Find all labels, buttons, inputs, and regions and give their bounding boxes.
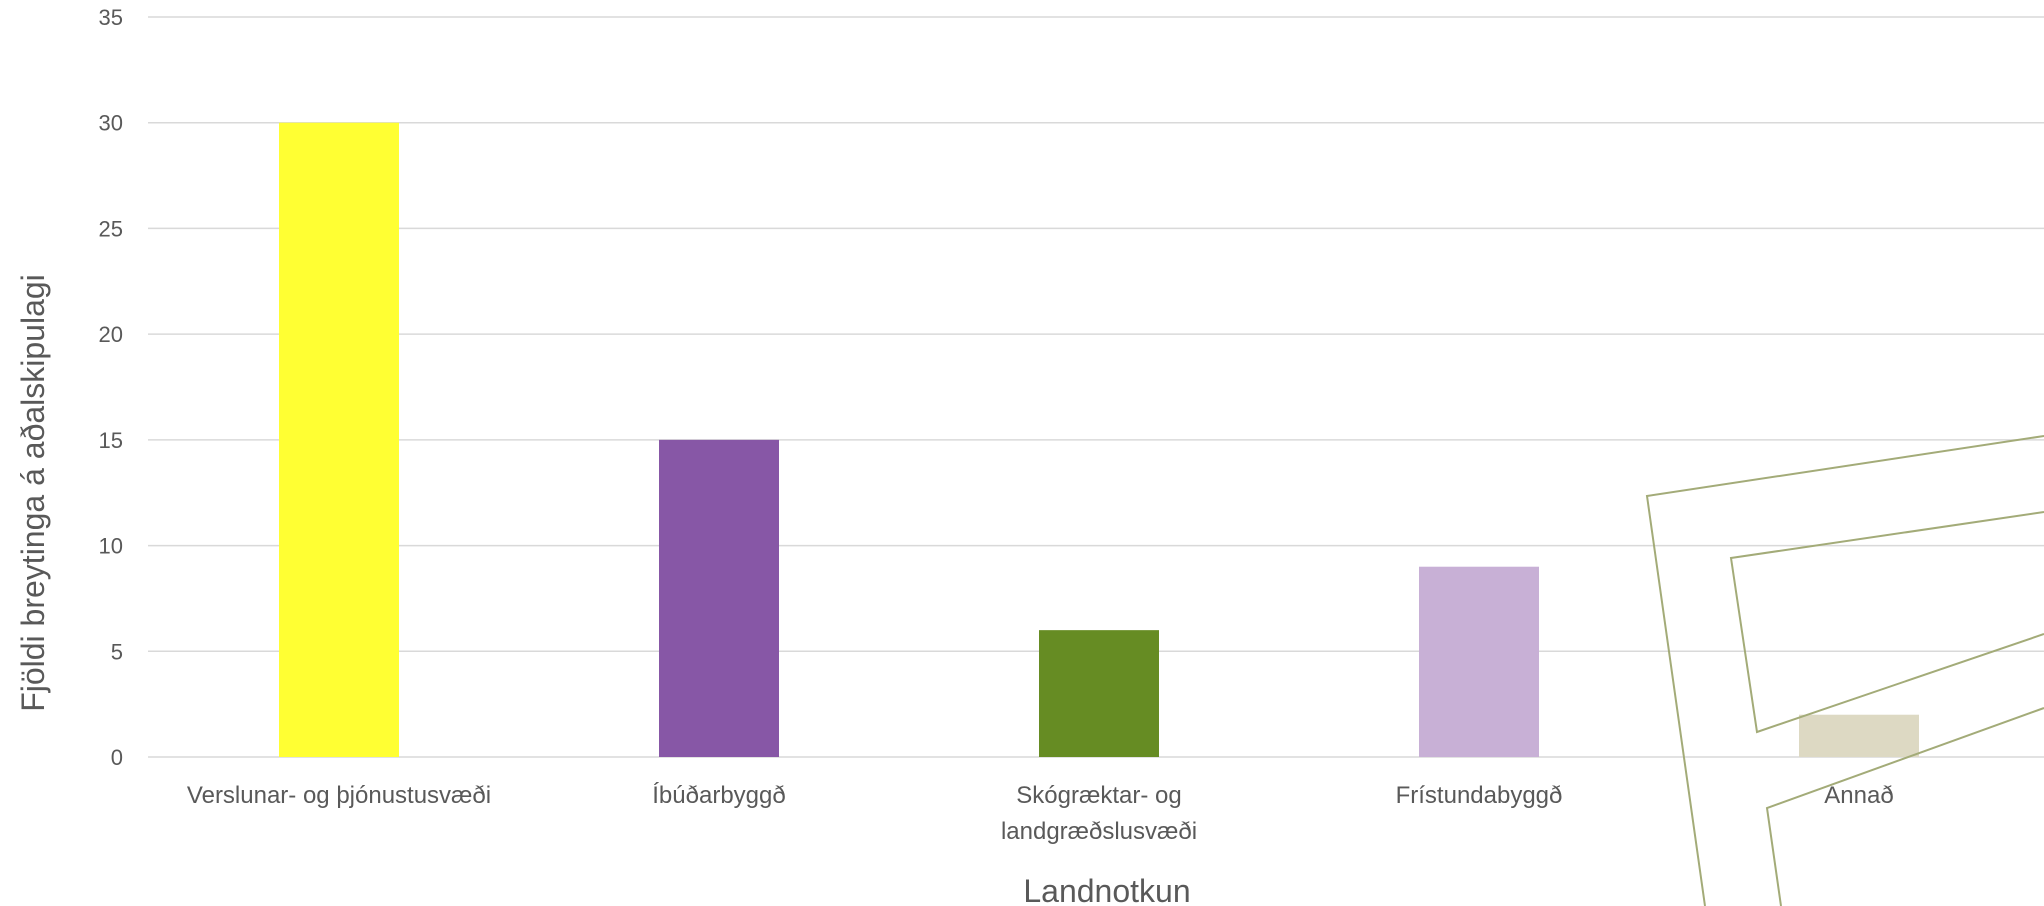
y-tick-label: 5 [111, 639, 123, 664]
x-tick-label: Íbúðarbyggð [652, 782, 785, 809]
gridlines [148, 16, 2044, 758]
x-tick-label: Frístundabyggð [1396, 782, 1563, 809]
x-tick-label-line: Frístundabyggð [1396, 782, 1563, 809]
y-tick-label: 30 [99, 111, 123, 136]
y-axis-title: Fjöldi breytinga á aðalskipulagi [15, 274, 51, 712]
y-tick-label: 0 [111, 745, 123, 770]
decorative-outline [1645, 435, 2044, 906]
y-tick-label: 35 [99, 5, 123, 30]
y-tick-labels: 0 5 10 15 20 25 30 35 [99, 5, 123, 770]
decorative-line-1 [1645, 435, 2044, 906]
y-tick-label: 20 [99, 322, 123, 347]
decorative-line-3 [1765, 707, 2044, 906]
bar [1039, 630, 1159, 757]
x-tick-label: Verslunar- og þjónustusvæði [187, 782, 491, 809]
x-tick-label-line: Íbúðarbyggð [652, 782, 785, 809]
x-tick-label-line: Annað [1824, 782, 1893, 809]
x-tick-labels: Verslunar- og þjónustusvæði Íbúðarbyggð Sk… [187, 782, 1894, 845]
x-axis-title: Landnotkun [1023, 873, 1190, 906]
bar [1799, 714, 1919, 757]
x-tick-label-line: landgræðslusvæði [1001, 818, 1197, 845]
x-tick-label: Annað [1824, 782, 1893, 809]
y-tick-label: 15 [99, 428, 123, 453]
bar [659, 439, 779, 757]
bars [279, 122, 1919, 757]
decorative-line-2 [1729, 511, 2044, 734]
y-tick-label: 10 [99, 534, 123, 559]
x-tick-label-line: Skógræktar- og [1016, 782, 1181, 809]
y-tick-label: 25 [99, 216, 123, 241]
x-tick-label-line: Verslunar- og þjónustusvæði [187, 782, 491, 809]
bar [1419, 566, 1539, 757]
bar [279, 122, 399, 757]
x-tick-label: Skógræktar- og landgræðslusvæði [1001, 782, 1197, 845]
